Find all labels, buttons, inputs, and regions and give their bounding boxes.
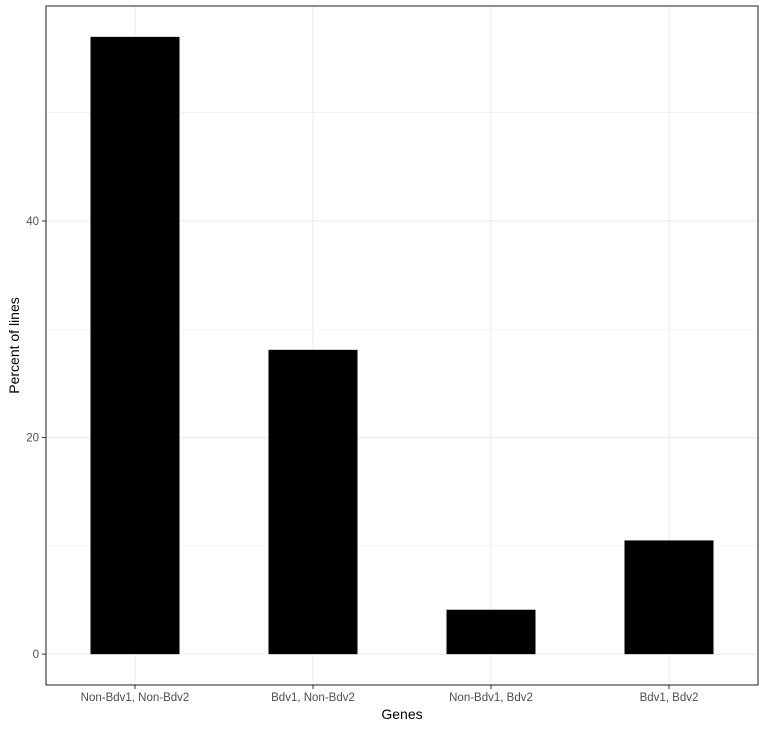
bar (268, 349, 358, 655)
y-axis-ticks: 0 20 40 (26, 216, 46, 661)
y-tick-label: 40 (26, 216, 39, 228)
x-tick-label: Non-Bdv1, Non-Bdv2 (81, 692, 190, 704)
bar (446, 609, 536, 655)
x-axis-title: Genes (381, 706, 422, 722)
x-tick-label: Bdv1, Bdv2 (640, 692, 699, 704)
x-tick-label: Bdv1, Non-Bdv2 (271, 692, 355, 704)
bar (624, 540, 714, 655)
y-axis-title: Percent of lines (6, 297, 22, 394)
x-axis-ticks: Non-Bdv1, Non-Bdv2 Bdv1, Non-Bdv2 Non-Bdv1… (81, 685, 699, 704)
y-tick-label: 0 (33, 649, 39, 661)
y-tick-label: 20 (26, 433, 39, 445)
x-tick-label: Non-Bdv1, Bdv2 (449, 692, 533, 704)
panel-border (45, 5, 759, 686)
bars (90, 36, 714, 655)
bar (90, 36, 180, 655)
